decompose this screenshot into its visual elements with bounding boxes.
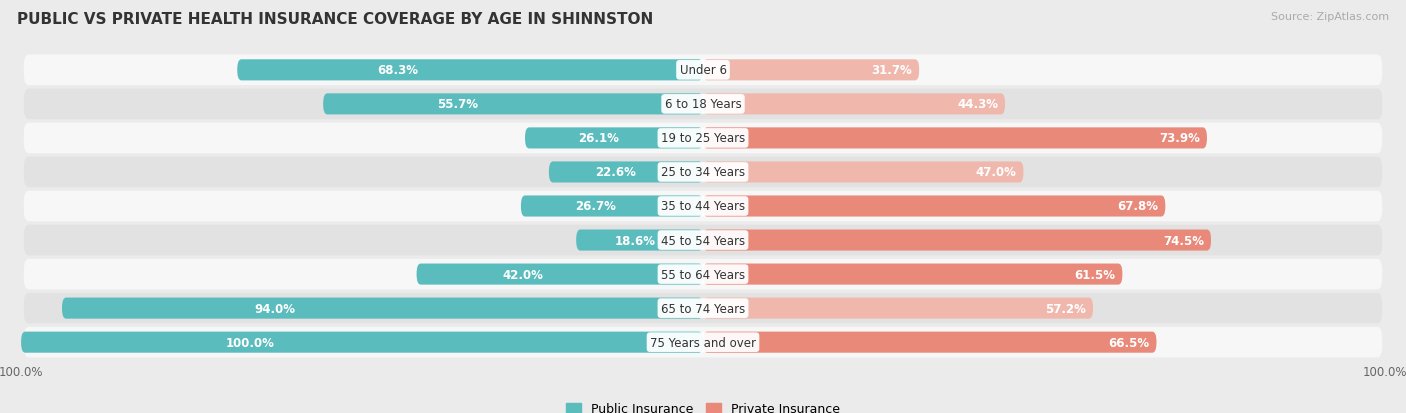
FancyBboxPatch shape (24, 55, 1382, 86)
Text: PUBLIC VS PRIVATE HEALTH INSURANCE COVERAGE BY AGE IN SHINNSTON: PUBLIC VS PRIVATE HEALTH INSURANCE COVER… (17, 12, 654, 27)
FancyBboxPatch shape (703, 298, 1092, 319)
FancyBboxPatch shape (21, 332, 703, 353)
FancyBboxPatch shape (703, 60, 920, 81)
Text: 55 to 64 Years: 55 to 64 Years (661, 268, 745, 281)
FancyBboxPatch shape (703, 332, 1157, 353)
FancyBboxPatch shape (524, 128, 703, 149)
Text: 6 to 18 Years: 6 to 18 Years (665, 98, 741, 111)
FancyBboxPatch shape (24, 157, 1382, 188)
FancyBboxPatch shape (24, 327, 1382, 358)
FancyBboxPatch shape (24, 191, 1382, 222)
Text: 44.3%: 44.3% (957, 98, 998, 111)
Text: 100.0%: 100.0% (225, 336, 274, 349)
FancyBboxPatch shape (703, 94, 1005, 115)
Text: 73.9%: 73.9% (1159, 132, 1201, 145)
Text: 35 to 44 Years: 35 to 44 Years (661, 200, 745, 213)
Text: 47.0%: 47.0% (976, 166, 1017, 179)
Text: 26.1%: 26.1% (578, 132, 619, 145)
Text: 94.0%: 94.0% (254, 302, 295, 315)
Text: 25 to 34 Years: 25 to 34 Years (661, 166, 745, 179)
FancyBboxPatch shape (703, 128, 1206, 149)
FancyBboxPatch shape (416, 264, 703, 285)
Text: 61.5%: 61.5% (1074, 268, 1115, 281)
FancyBboxPatch shape (323, 94, 703, 115)
Text: 67.8%: 67.8% (1118, 200, 1159, 213)
Text: 19 to 25 Years: 19 to 25 Years (661, 132, 745, 145)
Text: 45 to 54 Years: 45 to 54 Years (661, 234, 745, 247)
Legend: Public Insurance, Private Insurance: Public Insurance, Private Insurance (561, 397, 845, 413)
Text: 31.7%: 31.7% (872, 64, 912, 77)
Text: Source: ZipAtlas.com: Source: ZipAtlas.com (1271, 12, 1389, 22)
FancyBboxPatch shape (238, 60, 703, 81)
Text: 65 to 74 Years: 65 to 74 Years (661, 302, 745, 315)
FancyBboxPatch shape (703, 230, 1211, 251)
Text: 22.6%: 22.6% (595, 166, 636, 179)
FancyBboxPatch shape (24, 123, 1382, 154)
FancyBboxPatch shape (62, 298, 703, 319)
Text: 42.0%: 42.0% (502, 268, 543, 281)
FancyBboxPatch shape (576, 230, 703, 251)
FancyBboxPatch shape (703, 196, 1166, 217)
Text: Under 6: Under 6 (679, 64, 727, 77)
FancyBboxPatch shape (548, 162, 703, 183)
Text: 55.7%: 55.7% (437, 98, 478, 111)
FancyBboxPatch shape (703, 264, 1122, 285)
FancyBboxPatch shape (522, 196, 703, 217)
FancyBboxPatch shape (24, 293, 1382, 324)
FancyBboxPatch shape (24, 225, 1382, 256)
Text: 68.3%: 68.3% (377, 64, 418, 77)
Text: 66.5%: 66.5% (1108, 336, 1150, 349)
FancyBboxPatch shape (703, 162, 1024, 183)
FancyBboxPatch shape (24, 89, 1382, 120)
FancyBboxPatch shape (24, 259, 1382, 290)
Text: 18.6%: 18.6% (614, 234, 655, 247)
Text: 26.7%: 26.7% (575, 200, 616, 213)
Text: 75 Years and over: 75 Years and over (650, 336, 756, 349)
Text: 57.2%: 57.2% (1045, 302, 1087, 315)
Text: 74.5%: 74.5% (1163, 234, 1204, 247)
